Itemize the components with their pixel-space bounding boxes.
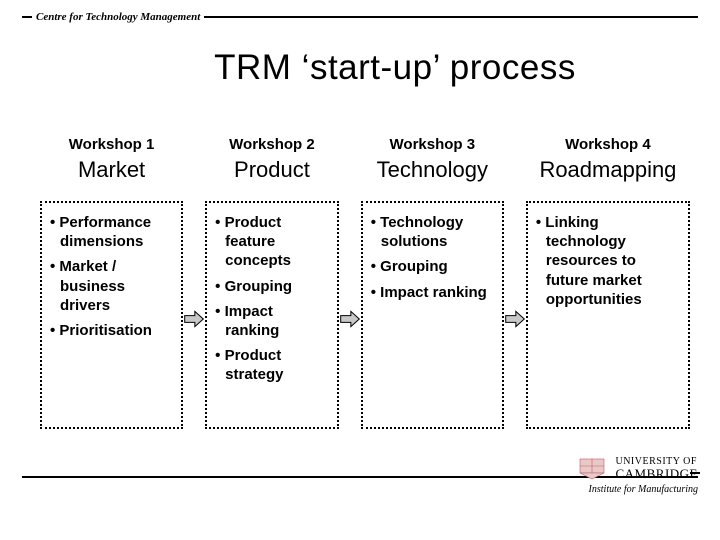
ws1-box: Performance dimensions Market / business… xyxy=(40,201,183,429)
ws1-name: Market xyxy=(78,157,145,183)
workshop-columns: Workshop 1 Market Performance dimensions… xyxy=(30,136,690,429)
footer-tick xyxy=(690,472,700,474)
ws3-box: Technology solutions Grouping Impact ran… xyxy=(361,201,504,429)
list-item: Grouping xyxy=(371,257,494,276)
ws4-label: Workshop 4 xyxy=(565,136,651,153)
arrow-right-icon xyxy=(339,306,361,332)
header-rule-right xyxy=(204,16,698,18)
uni-line2: CAMBRIDGE xyxy=(615,467,698,480)
uni-text: UNIVERSITY OF CAMBRIDGE xyxy=(615,457,698,480)
ws2-box: Product feature concepts Grouping Impact… xyxy=(205,201,339,429)
ws4-box: Linking technology resources to future m… xyxy=(526,201,690,429)
ws2-label: Workshop 2 xyxy=(229,136,315,153)
list-item: Market / business drivers xyxy=(50,257,173,315)
ws3-label: Workshop 3 xyxy=(390,136,476,153)
list-item: Product feature concepts xyxy=(215,213,329,271)
list-item: Performance dimensions xyxy=(50,213,173,251)
workshop-col-4: Workshop 4 Roadmapping Linking technolog… xyxy=(526,136,690,429)
header-org: Centre for Technology Management xyxy=(32,11,204,23)
ws1-label: Workshop 1 xyxy=(69,136,155,153)
list-item: Grouping xyxy=(215,277,329,296)
list-item: Impact ranking xyxy=(371,283,494,302)
list-item: Product strategy xyxy=(215,346,329,384)
page-title: TRM ‘start-up’ process xyxy=(0,48,720,88)
ws3-name: Technology xyxy=(377,157,488,183)
arrow-1 xyxy=(183,136,205,332)
footer-uni: UNIVERSITY OF CAMBRIDGE xyxy=(577,456,698,480)
list-item: Linking technology resources to future m… xyxy=(536,213,680,309)
workshop-col-1: Workshop 1 Market Performance dimensions… xyxy=(40,136,183,429)
footer-institute: Institute for Manufacturing xyxy=(589,484,698,495)
footer: UNIVERSITY OF CAMBRIDGE Institute for Ma… xyxy=(22,476,698,512)
arrow-2 xyxy=(339,136,361,332)
workshop-col-3: Workshop 3 Technology Technology solutio… xyxy=(361,136,504,429)
header-bar: Centre for Technology Management xyxy=(22,10,698,24)
arrow-3 xyxy=(504,136,526,332)
uni-line1: UNIVERSITY OF xyxy=(615,457,698,467)
list-item: Technology solutions xyxy=(371,213,494,251)
list-item: Prioritisation xyxy=(50,321,173,340)
ws2-name: Product xyxy=(234,157,310,183)
crest-icon xyxy=(577,456,607,480)
arrow-right-icon xyxy=(504,306,526,332)
ws4-name: Roadmapping xyxy=(539,157,676,183)
list-item: Impact ranking xyxy=(215,302,329,340)
arrow-right-icon xyxy=(183,306,205,332)
workshop-col-2: Workshop 2 Product Product feature conce… xyxy=(205,136,339,429)
header-rule-left xyxy=(22,16,32,18)
